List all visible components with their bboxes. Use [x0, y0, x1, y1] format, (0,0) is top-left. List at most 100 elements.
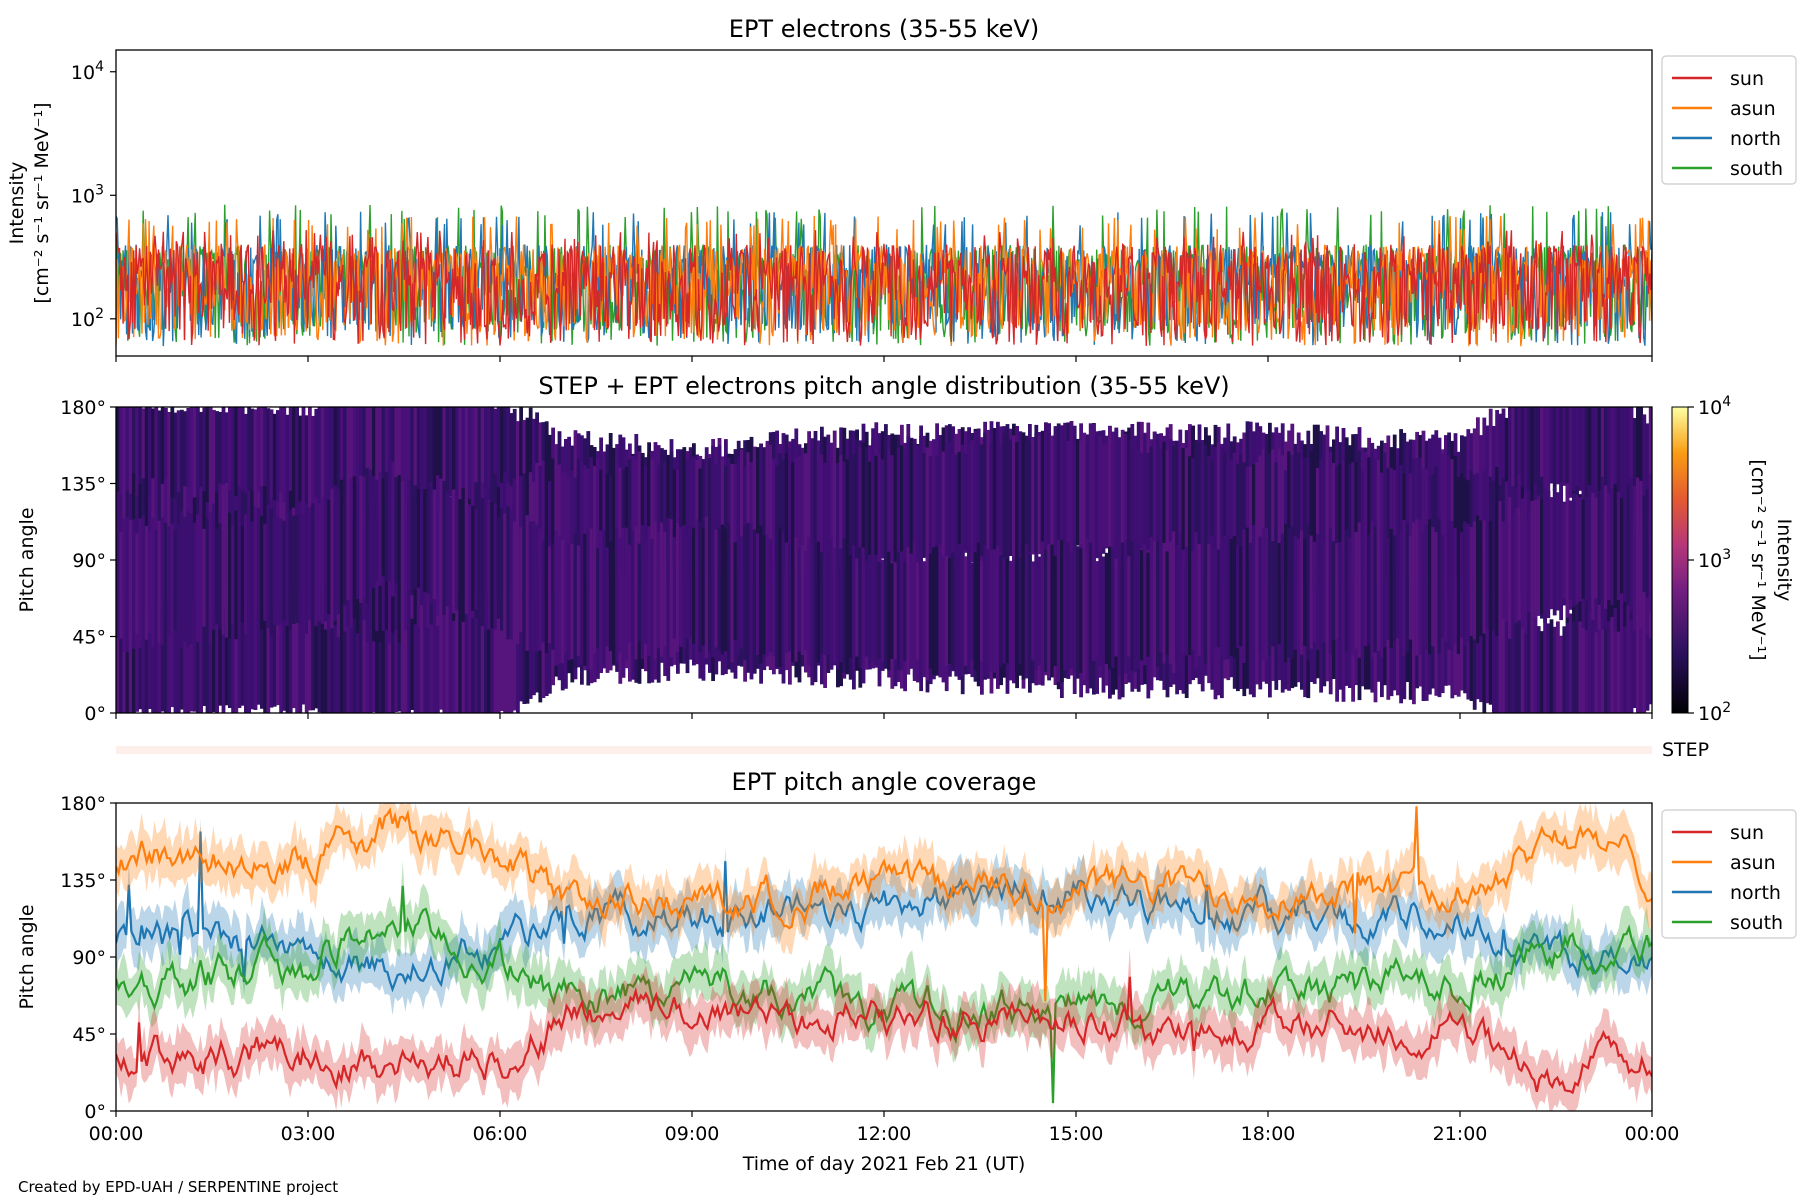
- heatmap-cell: [557, 464, 562, 590]
- heatmap-cell: [1648, 407, 1652, 542]
- heatmap-cell: [612, 454, 616, 592]
- x-tick-label: 00:00: [89, 1123, 144, 1145]
- heatmap-cell: [1290, 527, 1295, 659]
- heatmap-cell: [896, 447, 901, 568]
- heatmap-cell: [1005, 441, 1010, 555]
- heatmap-cell: [503, 513, 507, 629]
- heatmap-cell: [669, 451, 674, 586]
- heatmap-cell: [701, 528, 706, 646]
- heatmap-cell: [560, 540, 565, 664]
- heatmap-cell: [1018, 431, 1023, 563]
- heatmap-cell: [1565, 407, 1570, 497]
- heatmap-cell: [1511, 514, 1515, 619]
- heatmap-cell: [1053, 556, 1058, 666]
- heatmap-cell: [384, 471, 389, 582]
- heatmap-cell: [496, 407, 501, 522]
- heatmap-cell: [1181, 549, 1186, 654]
- heatmap-cell: [180, 409, 184, 512]
- heatmap-cell: [151, 408, 155, 511]
- heatmap-cell: [122, 518, 127, 652]
- heatmap-cell: [1268, 453, 1272, 582]
- heatmap-cell: [1642, 495, 1647, 592]
- heatmap-cell: [1034, 424, 1039, 567]
- heatmap-cell: [1504, 516, 1509, 622]
- heatmap-cell: [420, 610, 424, 713]
- heatmap-cell: [564, 472, 568, 580]
- heatmap-cell: [756, 533, 760, 655]
- heatmap-cell: [365, 596, 370, 713]
- heatmap-cell: [1348, 464, 1352, 578]
- heatmap-cell: [480, 497, 485, 627]
- heatmap-cell: [1428, 519, 1432, 655]
- heatmap-cell: [1565, 622, 1570, 713]
- heatmap-cell: [378, 594, 383, 713]
- heatmap-cell: [1341, 534, 1346, 648]
- heatmap-cell: [906, 436, 911, 578]
- heatmap-cell: [333, 485, 338, 622]
- heatmap-cell: [493, 609, 498, 713]
- heatmap-cell: [759, 525, 763, 664]
- heatmap-cell: [925, 541, 930, 681]
- heatmap-cell: [1604, 485, 1608, 609]
- heatmap-cell: [1188, 456, 1192, 558]
- heatmap-cell: [820, 454, 824, 570]
- heatmap-cell: [432, 611, 437, 713]
- heatmap-cell: [288, 509, 293, 631]
- heatmap-cell: [500, 611, 504, 711]
- heatmap-cell: [1245, 466, 1250, 563]
- heatmap-cell: [1440, 534, 1445, 638]
- heatmap-cell: [612, 528, 616, 664]
- heatmap-cell: [320, 407, 325, 531]
- heatmap-cell: [586, 528, 591, 670]
- heatmap-cell: [445, 407, 450, 501]
- heatmap-cell: [932, 439, 936, 570]
- heatmap-cell: [308, 596, 312, 711]
- heatmap-cell: [1085, 434, 1090, 553]
- heatmap-cell: [730, 519, 735, 663]
- heatmap-cell: [1165, 551, 1170, 655]
- heatmap-cell: [1504, 417, 1509, 518]
- heatmap-cell: [365, 467, 370, 604]
- heatmap-cell: [1143, 544, 1147, 666]
- heatmap-cell: [196, 407, 200, 528]
- heatmap-cell: [1562, 503, 1567, 599]
- heatmap-cell: [221, 599, 226, 713]
- heatmap-cell: [1533, 407, 1538, 504]
- x-tick-label: 21:00: [1433, 1123, 1488, 1145]
- heatmap-cell: [1616, 608, 1621, 713]
- heatmap-cell: [1348, 537, 1352, 644]
- heatmap-cell: [416, 607, 421, 713]
- heatmap-cell: [903, 560, 907, 662]
- heatmap-cell: [1408, 535, 1413, 640]
- heatmap-cell: [164, 603, 168, 713]
- heatmap-cell: [173, 597, 178, 713]
- heatmap-cell: [317, 597, 322, 713]
- heatmap-cell: [1636, 477, 1640, 611]
- heatmap-cell: [1277, 448, 1282, 588]
- heatmap-cell: [567, 543, 571, 661]
- heatmap-cell: [1162, 441, 1167, 566]
- heatmap-cell: [807, 536, 811, 666]
- heatmap-cell: [685, 533, 690, 639]
- heatmap-cell: [576, 545, 581, 656]
- heatmap-cell: [1162, 542, 1167, 664]
- step-coverage-bar: [116, 746, 1652, 754]
- heatmap-cell: [388, 595, 392, 713]
- heatmap-cell: [1200, 461, 1205, 557]
- heatmap-cell: [205, 407, 210, 526]
- heatmap-cell: [644, 539, 648, 644]
- y-tick-label: 104: [71, 59, 104, 84]
- heatmap-cell: [884, 554, 888, 668]
- heatmap-cell: [608, 541, 613, 652]
- heatmap-cell: [317, 503, 322, 622]
- heatmap-cell: [413, 593, 418, 713]
- heatmap-cell: [1556, 407, 1560, 485]
- heatmap-cell: [810, 449, 815, 576]
- heatmap-cell: [170, 407, 175, 523]
- heatmap-cell: [1066, 543, 1071, 679]
- panel2-yaxis: 0° 45° 90° 135° 180°: [60, 397, 116, 725]
- heatmap-cell: [868, 461, 872, 558]
- heatmap-cell: [1527, 603, 1531, 713]
- heatmap-cell: [1508, 497, 1512, 639]
- heatmap-cell: [1463, 521, 1467, 646]
